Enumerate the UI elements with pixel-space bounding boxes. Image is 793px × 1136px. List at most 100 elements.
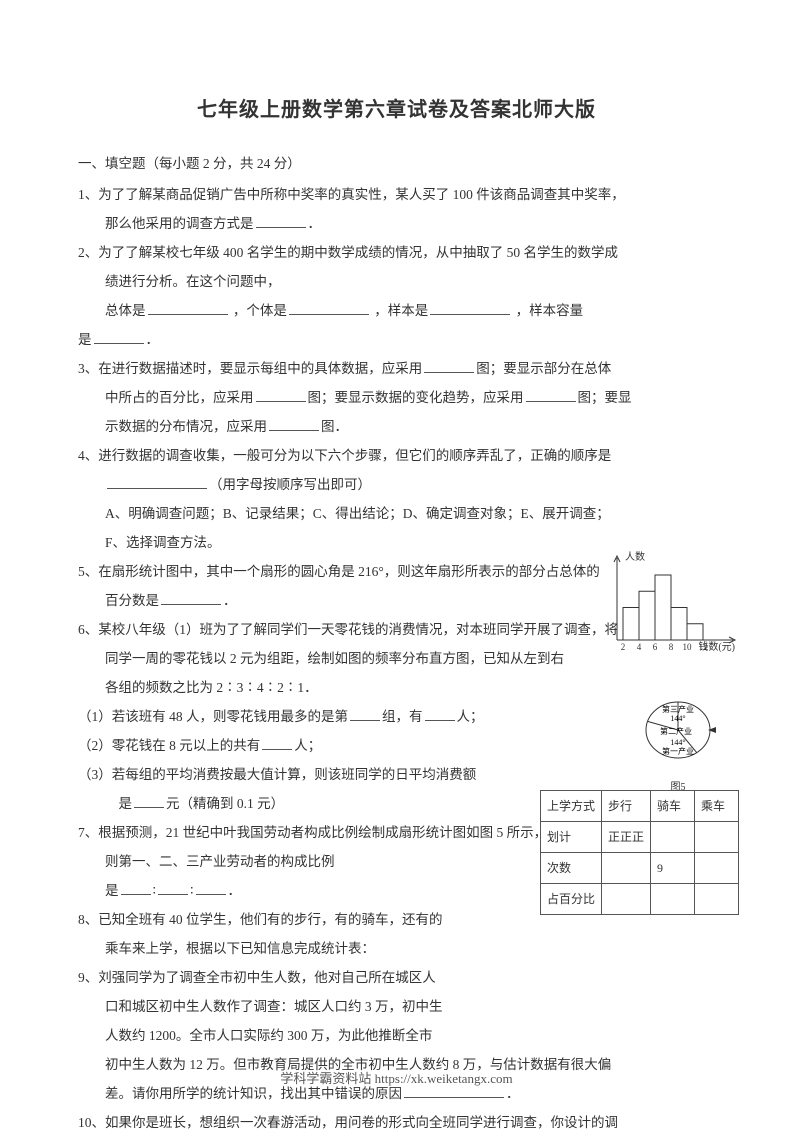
t: 人； [457, 709, 484, 724]
th: 乘车 [695, 791, 739, 822]
td: 次数 [540, 853, 601, 884]
t: 3、在进行数据描述时，要显示每组中的具体数据，应采用 [78, 361, 422, 376]
blank [269, 416, 319, 431]
section-heading: 一、填空题（每小题 2 分，共 24 分） [78, 150, 715, 177]
blank [424, 358, 474, 373]
period: ． [146, 332, 160, 347]
q4-line1: 4、进行数据的调查收集，一般可分为以下六个步骤，但它们的顺序弄乱了，正确的顺序是 [78, 442, 715, 469]
td [651, 884, 695, 915]
q3-line2: 中所占的百分比，应采用 图；要显示数据的变化趋势，应采用 图；要显 [78, 384, 715, 411]
blank [121, 880, 151, 895]
table-row: 占百分比 [540, 884, 738, 915]
blank [161, 590, 221, 605]
th: 骑车 [651, 791, 695, 822]
blank [256, 387, 306, 402]
svg-text:6: 6 [653, 642, 658, 652]
t: ∶ [153, 883, 157, 898]
t: ，样本容量 [516, 303, 584, 318]
t: 组，有 [382, 709, 423, 724]
q2-line4: 是． [78, 326, 715, 353]
t: 示数据的分布情况，应采用 [105, 419, 267, 434]
blank [425, 706, 455, 721]
blank [350, 706, 380, 721]
q6-line3: 各组的频数之比为 2∶3∶4∶2∶1． [78, 674, 715, 701]
q8-line2: 乘车来上学，根据以下已知信息完成统计表： [78, 935, 511, 962]
svg-text:第二产业: 第二产业 [660, 726, 692, 736]
td [651, 822, 695, 853]
svg-text:第三产业: 第三产业 [662, 704, 694, 714]
period: ． [308, 216, 322, 231]
th: 上学方式 [540, 791, 601, 822]
t: 是 [78, 332, 92, 347]
table-row: 划计 正正正 [540, 822, 738, 853]
footer: 学科学霸资料站 https://xk.weiketangx.com [0, 1066, 793, 1092]
q2-line3: 总体是 ，个体是 ，样本是 ，样本容量 [78, 297, 715, 324]
blank [430, 300, 510, 315]
svg-text:144°: 144° [670, 714, 685, 723]
svg-text:2: 2 [621, 642, 626, 652]
histogram-figure: 24681012人数钱数(元) [599, 550, 739, 660]
td [601, 853, 650, 884]
q9-line3: 人数约 1200。全市人口实际约 300 万，为此他推断全市 [78, 1022, 511, 1049]
q10-line1: 10、如果你是班长，想组织一次春游活动，用问卷的形式向全班同学进行调查，你设计的… [78, 1109, 715, 1136]
t: 总体是 [105, 303, 146, 318]
q3-line1: 3、在进行数据描述时，要显示每组中的具体数据，应采用图；要显示部分在总体 [78, 355, 715, 382]
svg-text:人数: 人数 [625, 550, 645, 563]
td: 占百分比 [540, 884, 601, 915]
q4-line3: A、明确调查问题；B、记录结果；C、得出结论；D、确定调查对象；E、展开调查； [78, 500, 715, 527]
t: （1）若该班有 48 人，则零花钱用最多的是第 [78, 709, 348, 724]
q2-line2: 绩进行分析。在这个问题中， [78, 268, 715, 295]
svg-text:第一产业: 第一产业 [662, 746, 694, 756]
page-title: 七年级上册数学第六章试卷及答案北师大版 [78, 90, 715, 130]
svg-text:钱数(元): 钱数(元) [698, 640, 735, 653]
q1-text: 那么他采用的调查方式是 [105, 216, 254, 231]
q2-line1: 2、为了了解某校七年级 400 名学生的期中数学成绩的情况，从中抽取了 50 名… [78, 239, 715, 266]
td: 正正正 [601, 822, 650, 853]
q1-line1: 1、为了了解某商品促销广告中所称中奖率的真实性，某人买了 100 件该商品调查其… [78, 181, 715, 208]
blank [134, 793, 164, 808]
t: 百分数是 [105, 593, 159, 608]
q6-line4: （1）若该班有 48 人，则零花钱用最多的是第 组，有 人； [78, 703, 715, 730]
q6-line5: （2）零花钱在 8 元以上的共有人； [78, 732, 715, 759]
t: 图；要显 [578, 390, 632, 405]
td [695, 884, 739, 915]
blank [148, 300, 228, 315]
t: （用字母按顺序写出即可） [209, 477, 371, 492]
blank [107, 474, 207, 489]
t: 是 [119, 796, 133, 811]
q9-line2: 口和城区初中生人数作了调查：城区人口约 3 万，初中生 [78, 993, 511, 1020]
t: 是 [105, 883, 119, 898]
t: 元（精确到 0.1 元） [166, 796, 284, 811]
th: 步行 [601, 791, 650, 822]
period: ． [228, 883, 242, 898]
td [695, 853, 739, 884]
pie-figure: 第三产业144°第二产业144°第一产业 图5 [633, 690, 723, 785]
q3-line3: 示数据的分布情况，应采用 图． [78, 413, 715, 440]
q6-line6: （3）若每组的平均消费按最大值计算，则该班同学的日平均消费额 [78, 761, 715, 788]
td: 划计 [540, 822, 601, 853]
q4-line2: （用字母按顺序写出即可） [78, 471, 715, 498]
transport-table: 上学方式 步行 骑车 乘车 划计 正正正 次数 9 占百分比 [540, 790, 739, 915]
q8-line1: 8、已知全班有 40 位学生，他们有的步行，有的骑车，还有的 [78, 906, 511, 933]
blank [94, 329, 144, 344]
q9-line1: 9、刘强同学为了调查全市初中生人数，他对自己所在城区人 [78, 964, 511, 991]
t: ∶ [190, 883, 194, 898]
period: ． [223, 593, 237, 608]
t: 图． [321, 419, 348, 434]
svg-text:4: 4 [637, 642, 642, 652]
t: ，样本是 [374, 303, 428, 318]
t: ，个体是 [233, 303, 287, 318]
blank [158, 880, 188, 895]
table-row: 次数 9 [540, 853, 738, 884]
t: 图；要显示数据的变化趋势，应采用 [308, 390, 524, 405]
t: 中所占的百分比，应采用 [105, 390, 254, 405]
blank [256, 213, 306, 228]
t: （2）零花钱在 8 元以上的共有 [78, 738, 260, 753]
blank [526, 387, 576, 402]
td [601, 884, 650, 915]
blank [289, 300, 369, 315]
q1-line2: 那么他采用的调查方式是 ． [78, 210, 715, 237]
svg-text:8: 8 [669, 642, 674, 652]
table-row: 上学方式 步行 骑车 乘车 [540, 791, 738, 822]
blank [196, 880, 226, 895]
